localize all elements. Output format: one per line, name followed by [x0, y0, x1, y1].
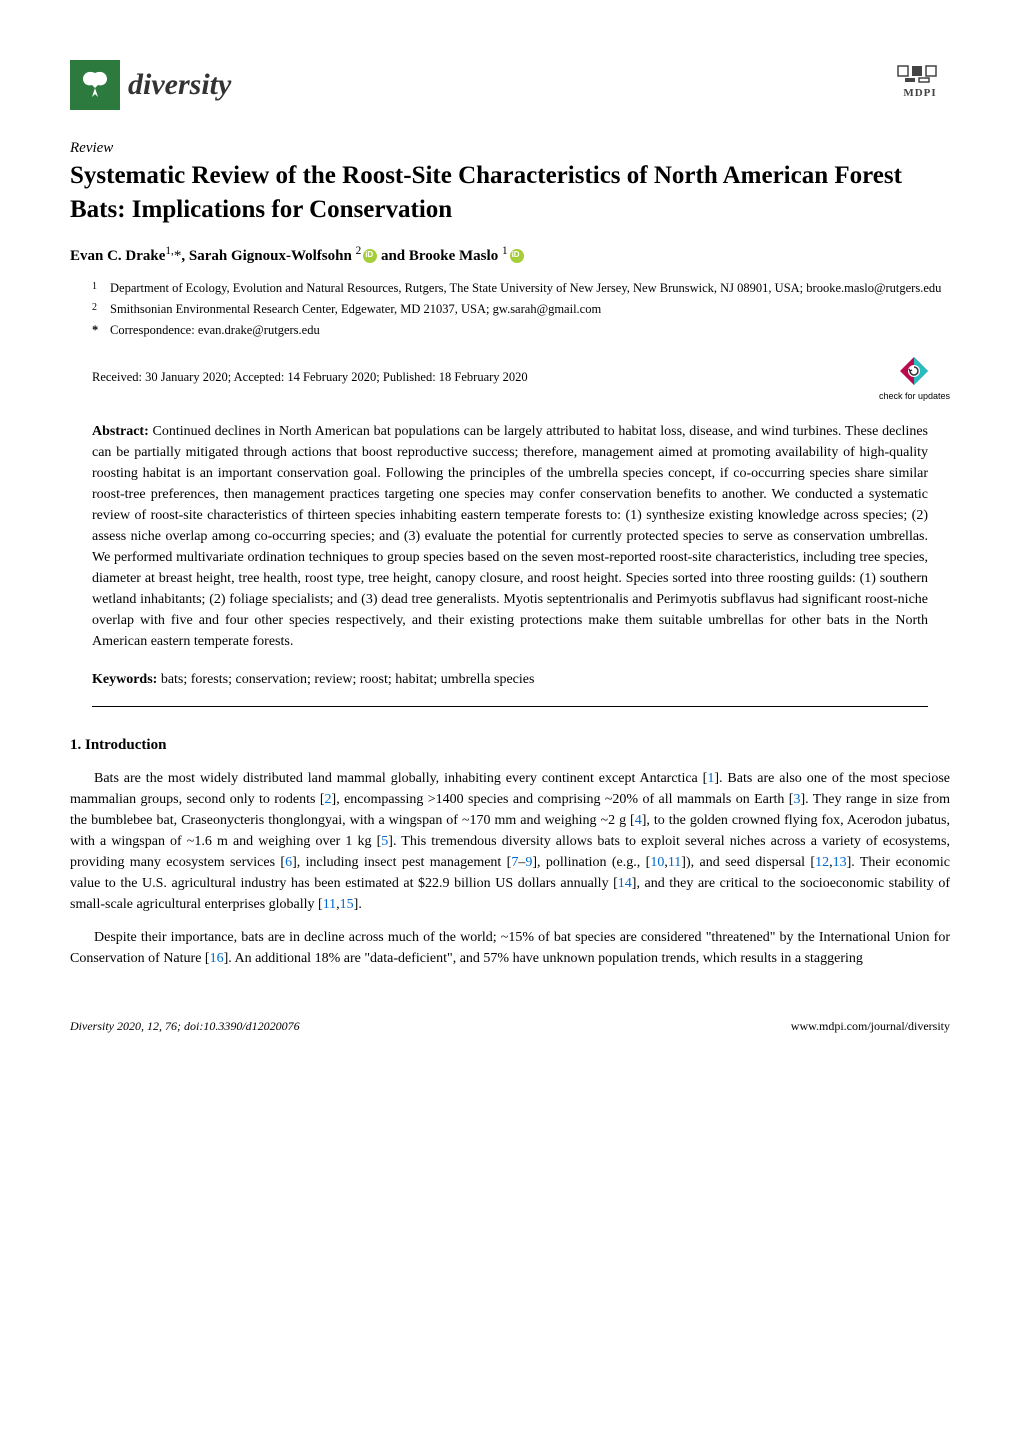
mdpi-icon: MDPI [890, 60, 950, 100]
paragraph-1: Bats are the most widely distributed lan… [70, 768, 950, 915]
journal-logo: diversity [70, 60, 231, 110]
ref-10[interactable]: 10 [650, 855, 664, 870]
ref-15[interactable]: 15 [340, 897, 354, 912]
affiliation-1: 1 Department of Ecology, Evolution and N… [92, 279, 950, 298]
ref-12[interactable]: 12 [815, 855, 829, 870]
page-footer: Diversity 2020, 12, 76; doi:10.3390/d120… [70, 1019, 950, 1034]
section-1-heading: 1. Introduction [70, 737, 950, 754]
publisher-logo: MDPI [890, 60, 950, 105]
ref-16[interactable]: 16 [210, 951, 224, 966]
dates-row: Received: 30 January 2020; Accepted: 14 … [92, 355, 950, 401]
ref-4[interactable]: 4 [635, 813, 642, 828]
ref-11b[interactable]: 11 [323, 897, 336, 912]
abstract: Abstract: Continued declines in North Am… [92, 421, 928, 652]
ref-11[interactable]: 11 [668, 855, 681, 870]
author-1: Evan C. Drake [70, 248, 165, 264]
ref-14[interactable]: 14 [618, 876, 632, 891]
butterfly-icon [77, 67, 113, 103]
diversity-logo-icon [70, 60, 120, 110]
affiliation-2: 2 Smithsonian Environmental Research Cen… [92, 300, 950, 319]
check-updates-icon [898, 355, 930, 387]
correspondence: * Correspondence: evan.drake@rutgers.edu [92, 321, 950, 340]
publication-dates: Received: 30 January 2020; Accepted: 14 … [92, 370, 528, 385]
orcid-icon[interactable] [510, 249, 524, 263]
footer-url: www.mdpi.com/journal/diversity [791, 1019, 950, 1034]
authors-line: Evan C. Drake1,*, Sarah Gignoux-Wolfsohn… [70, 245, 950, 265]
orcid-icon[interactable] [363, 249, 377, 263]
article-title: Systematic Review of the Roost-Site Char… [70, 159, 950, 227]
ref-2[interactable]: 2 [325, 792, 332, 807]
header-row: diversity MDPI [70, 60, 950, 110]
paragraph-2: Despite their importance, bats are in de… [70, 927, 950, 969]
article-type: Review [70, 140, 950, 157]
keywords: Keywords: bats; forests; conservation; r… [92, 672, 928, 688]
section-divider [92, 706, 928, 707]
author-3: and Brooke Maslo [377, 248, 498, 264]
footer-citation: Diversity 2020, 12, 76; doi:10.3390/d120… [70, 1019, 300, 1034]
affiliations-block: 1 Department of Ecology, Evolution and N… [92, 279, 950, 341]
check-updates-badge[interactable]: check for updates [879, 355, 950, 401]
svg-text:MDPI: MDPI [903, 87, 936, 99]
author-2: , Sarah Gignoux-Wolfsohn [181, 248, 351, 264]
ref-13[interactable]: 13 [833, 855, 847, 870]
journal-name: diversity [128, 68, 231, 102]
